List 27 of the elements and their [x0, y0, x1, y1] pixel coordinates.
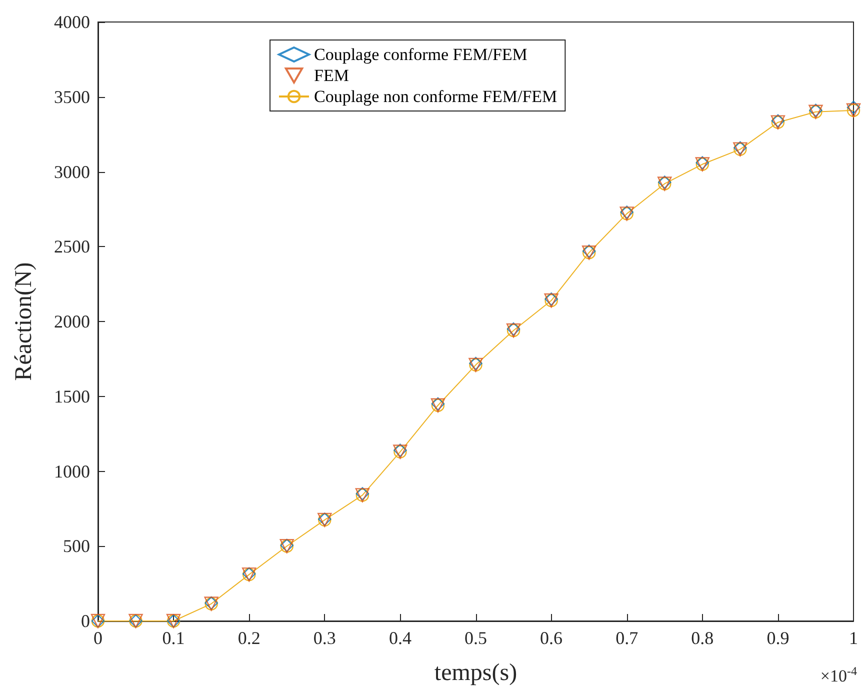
x-tick-label: 0.2 — [238, 628, 260, 648]
legend-label: Couplage conforme FEM/FEM — [314, 45, 528, 64]
y-tick-label: 4000 — [54, 12, 90, 32]
x-tick-label: 0 — [94, 628, 102, 648]
y-tick-label: 2000 — [54, 312, 90, 332]
y-tick-label: 3000 — [54, 162, 90, 182]
x-axis-title: temps(s) — [434, 660, 518, 686]
x-tick-label: 0.3 — [313, 628, 336, 648]
legend-label: FEM — [314, 66, 349, 85]
y-axis-title: Réaction(N) — [11, 262, 37, 381]
x-tick-label: 1 — [849, 628, 858, 648]
x-tick-label: 0.9 — [766, 628, 790, 648]
y-tick-label: 1500 — [54, 386, 90, 406]
x-tick-label: 0.7 — [616, 628, 638, 648]
legend-label: Couplage non conforme FEM/FEM — [314, 87, 558, 106]
y-tick-label: 3500 — [54, 86, 90, 107]
y-tick-label: 1000 — [54, 461, 90, 482]
y-tick-label: 2500 — [54, 236, 90, 257]
text: ×10$^{-4}$ — [820, 664, 857, 687]
x-tick-label: 0.4 — [388, 628, 412, 648]
point — [846, 100, 860, 114]
x-tick-label: 0.1 — [162, 628, 185, 648]
x-tick-label: 0.8 — [691, 628, 714, 648]
x-tick-label: 0.6 — [540, 628, 563, 648]
y-tick-label: 500 — [63, 536, 90, 556]
x-tick-label: 0.5 — [464, 628, 487, 648]
y-tick-label: 0 — [81, 611, 90, 631]
